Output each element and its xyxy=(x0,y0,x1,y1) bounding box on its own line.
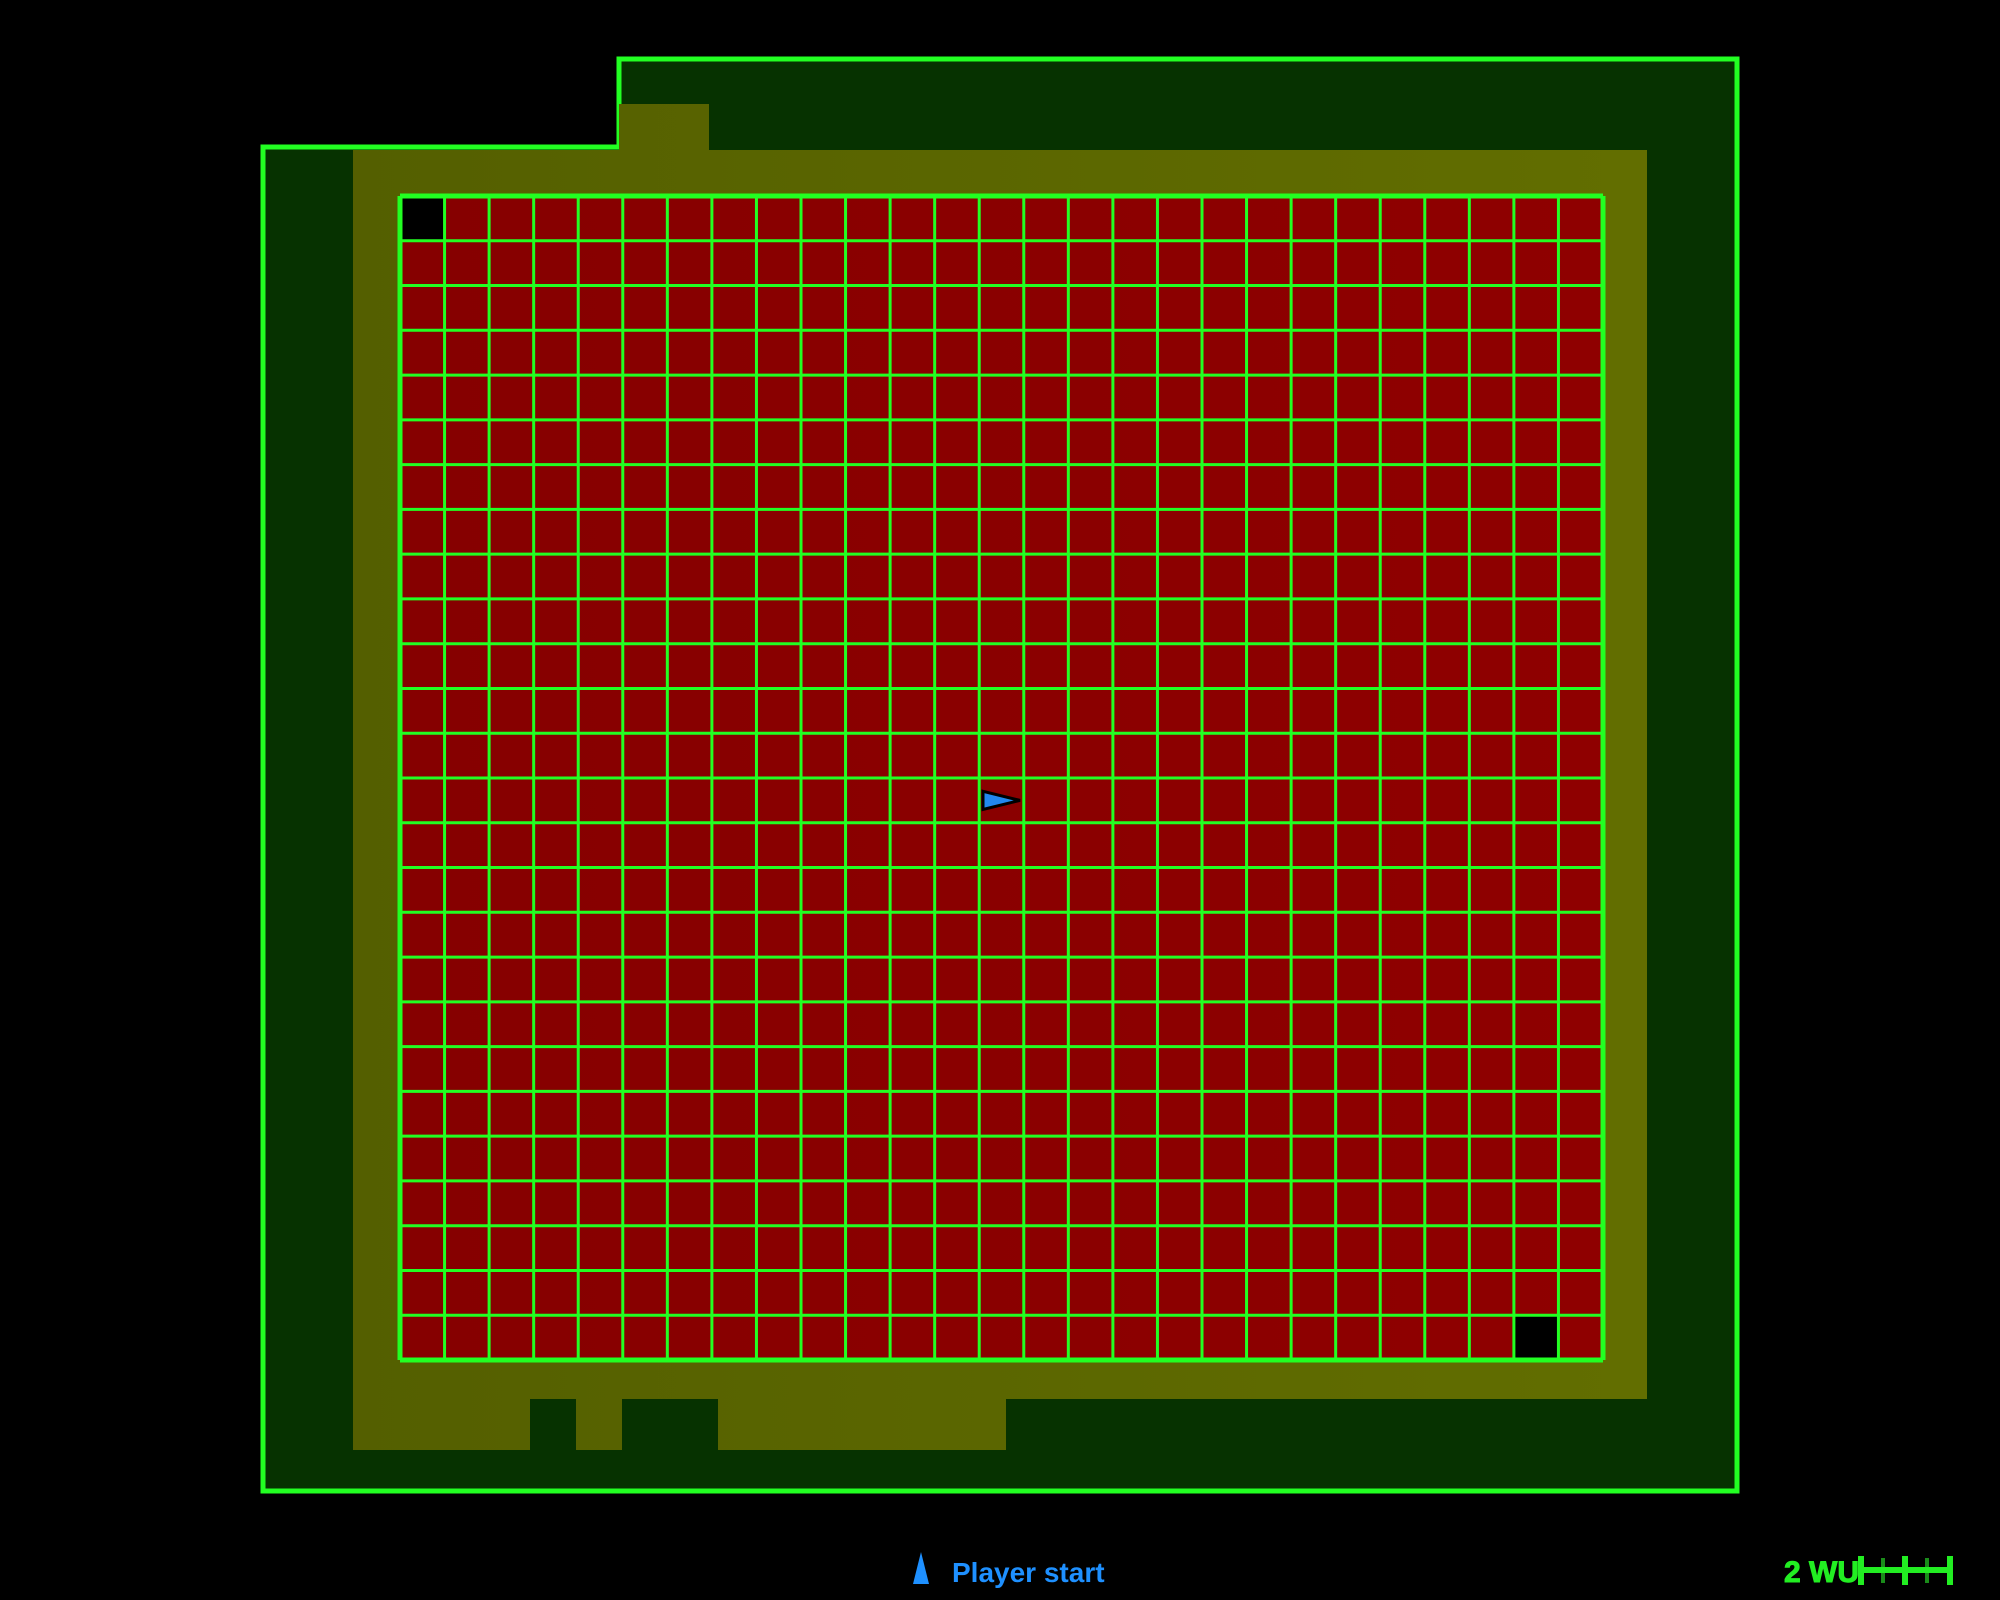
svg-text:Player start: Player start xyxy=(952,1557,1105,1588)
svg-text:2 WU: 2 WU xyxy=(1784,1556,1859,1589)
